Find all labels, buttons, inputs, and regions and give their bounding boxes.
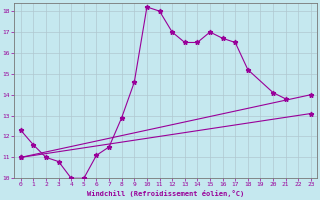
X-axis label: Windchill (Refroidissement éolien,°C): Windchill (Refroidissement éolien,°C) [87,190,244,197]
